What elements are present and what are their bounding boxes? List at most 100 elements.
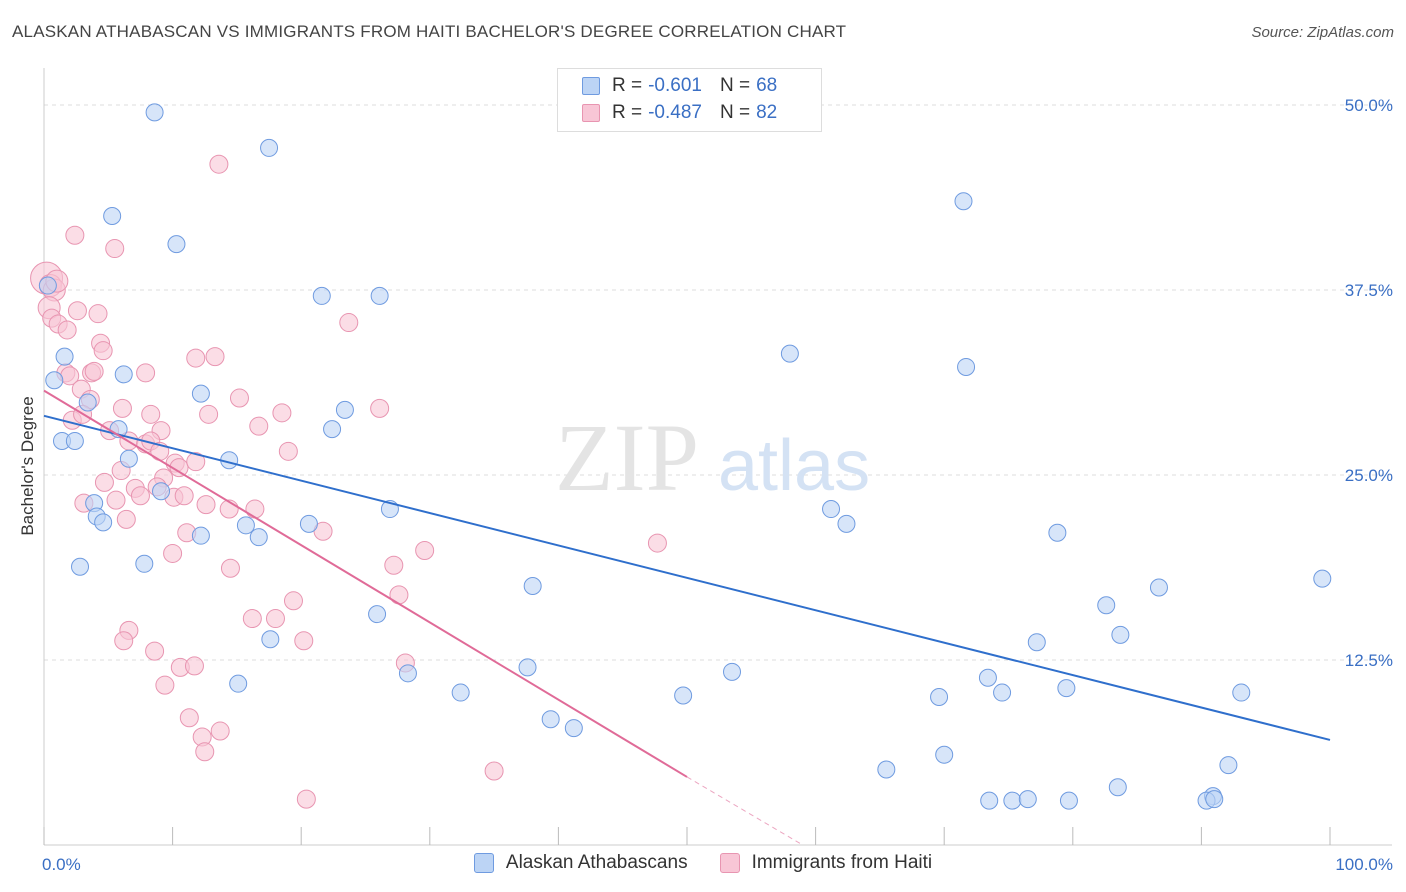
athabascan-point <box>674 686 693 705</box>
haiti-point <box>209 154 229 174</box>
haiti-point <box>196 495 216 515</box>
athabascan-point <box>1059 791 1078 810</box>
haiti-point <box>67 301 87 321</box>
y-axis-label: Bachelor's Degree <box>18 396 37 536</box>
haiti-point <box>169 458 189 478</box>
athabascan-point <box>1219 756 1238 775</box>
athabascan-point <box>1232 683 1251 702</box>
watermark-atlas: atlas <box>718 426 870 506</box>
athabascan-point <box>978 668 997 687</box>
athabascan-trend-line <box>43 414 1331 741</box>
athabascan-point <box>135 554 154 573</box>
haiti-point <box>116 509 136 529</box>
athabascan-point <box>1097 596 1116 615</box>
haiti-point <box>278 441 298 461</box>
athabascan-point <box>1018 790 1037 809</box>
athabascan-point <box>935 745 954 764</box>
haiti-point <box>84 361 104 381</box>
athabascan-point <box>837 514 856 533</box>
athabascan-point <box>930 688 949 706</box>
legend-label-haiti: Immigrants from Haiti <box>751 852 933 873</box>
athabascan-point <box>236 516 255 535</box>
legend-r-label: R = <box>612 75 643 96</box>
haiti-point <box>205 347 225 367</box>
athabascan-point <box>45 371 64 390</box>
athabascan-point <box>261 630 280 649</box>
haiti-point <box>220 558 240 578</box>
athabascan-point <box>71 557 90 576</box>
haiti-point <box>88 304 108 324</box>
athabascan-point <box>451 683 470 702</box>
haiti-point <box>141 404 161 424</box>
athabascan-point <box>114 365 133 384</box>
watermark-zip: ZIP <box>555 404 699 511</box>
tick-labels: 12.5% 25.0% 37.5% 50.0% 0.0% 100.0% <box>42 96 1393 874</box>
athabascan-point <box>229 674 248 693</box>
athabascan-point <box>191 526 210 545</box>
haiti-point <box>339 313 359 333</box>
athabascan-point <box>368 605 387 624</box>
haiti-point <box>272 403 292 423</box>
haiti-point <box>106 490 126 510</box>
haiti-point <box>245 499 265 519</box>
haiti-point <box>136 363 156 383</box>
athabascan-point <box>518 658 537 677</box>
haiti-point <box>296 789 316 809</box>
athabascan-point <box>564 719 583 738</box>
legend-swatch-pink <box>719 853 740 873</box>
haiti-point <box>186 348 206 368</box>
haiti-point <box>57 320 77 340</box>
athabascan-point <box>1027 633 1046 652</box>
y-tick-label: 37.5% <box>1345 281 1393 300</box>
athabascan-point <box>119 449 138 468</box>
legend-item-athabascan[interactable]: Alaskan Athabascans <box>473 852 688 874</box>
athabascan-point <box>38 276 57 295</box>
haiti-point <box>265 609 285 629</box>
athabascan-point <box>398 664 417 683</box>
haiti-point <box>415 540 435 560</box>
athabascan-point <box>103 207 122 225</box>
athabascan-point <box>191 384 210 403</box>
legend-n-value: 68 <box>756 75 778 96</box>
haiti-point <box>229 388 249 408</box>
athabascan-point <box>1108 778 1127 797</box>
athabascan-point <box>249 528 268 547</box>
y-tick-label: 50.0% <box>1345 96 1393 115</box>
haiti-trend-extension <box>686 776 803 846</box>
haiti-point <box>384 555 404 575</box>
haiti-point <box>195 742 215 762</box>
haiti-point <box>313 521 333 541</box>
haiti-trend-line <box>43 389 688 778</box>
athabascan-point <box>1111 625 1130 644</box>
athabascan-point <box>954 192 973 211</box>
athabascan-point <box>1149 578 1168 597</box>
athabascan-point <box>167 235 186 254</box>
athabascan-point <box>822 500 841 519</box>
source-label: Source: ZipAtlas.com <box>1251 24 1394 41</box>
haiti-point <box>163 543 183 563</box>
athabascan-point <box>780 344 799 363</box>
x-tick-label: 0.0% <box>42 855 81 874</box>
athabascan-point <box>993 683 1012 702</box>
haiti-point <box>210 721 230 741</box>
haiti-point <box>484 761 504 781</box>
correlation-legend: R = -0.601 N = 68 R = -0.487 N = 82 <box>557 68 822 132</box>
athabascan-point <box>65 431 84 450</box>
legend-r-value: -0.487 <box>648 102 702 123</box>
chart-title: ALASKAN ATHABASCAN VS IMMIGRANTS FROM HA… <box>12 22 847 41</box>
haiti-point <box>370 398 390 418</box>
y-tick-label: 12.5% <box>1345 651 1393 670</box>
athabascan-point <box>323 420 342 439</box>
athabascan-point <box>1313 569 1332 588</box>
legend-swatch-blue <box>582 77 600 95</box>
series-athabascan-points <box>38 103 1332 810</box>
athabascan-point <box>55 347 74 366</box>
haiti-point <box>94 472 114 492</box>
haiti-point <box>145 641 165 661</box>
legend-item-haiti[interactable]: Immigrants from Haiti <box>719 852 933 874</box>
trend-lines <box>43 389 1331 846</box>
haiti-point <box>65 225 85 245</box>
athabascan-point <box>145 103 164 122</box>
athabascan-point <box>370 286 389 305</box>
